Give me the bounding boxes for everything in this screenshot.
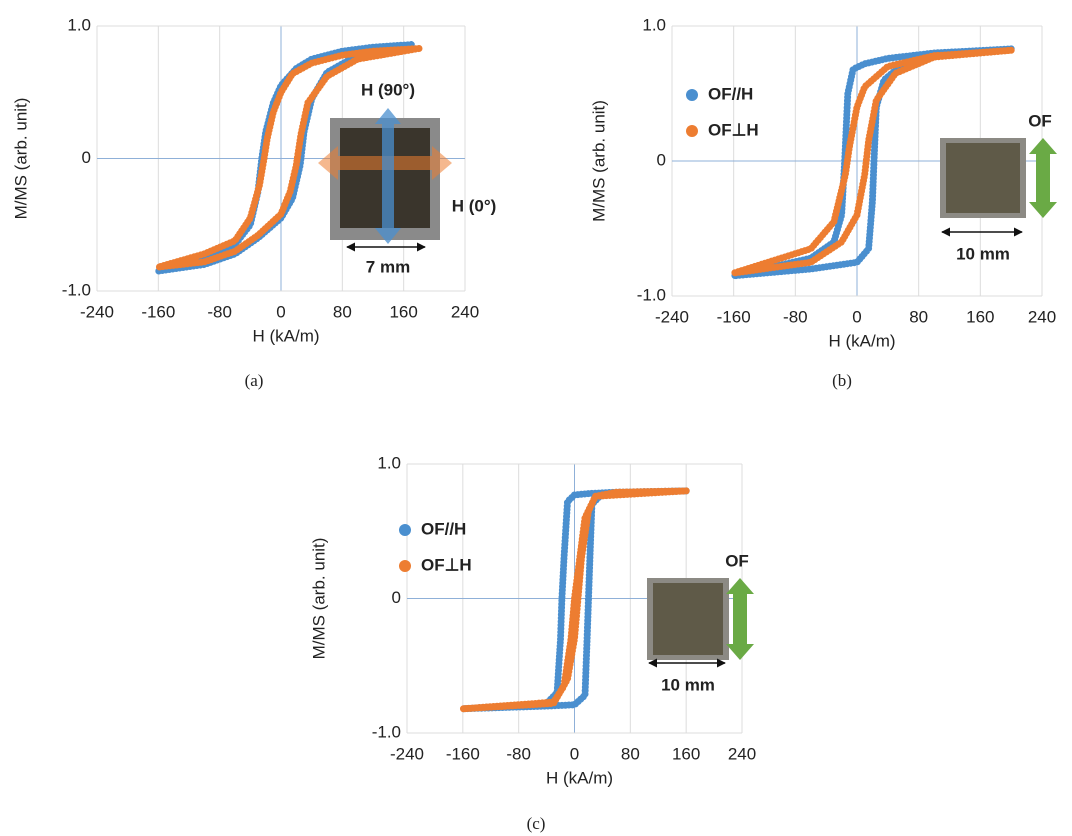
y-tick-label: 1.0 — [67, 15, 91, 34]
x-tick-label: 240 — [451, 302, 479, 321]
y-tick-label: 0 — [392, 588, 401, 607]
x-tick-label: -80 — [506, 744, 531, 763]
annotation: OF — [725, 551, 749, 570]
of-arrow — [1029, 138, 1057, 218]
annotation: H (90°) — [361, 80, 415, 99]
y-tick-label: -1.0 — [637, 285, 666, 304]
x-tick-label: 80 — [333, 302, 352, 321]
x-tick-label: -160 — [446, 744, 480, 763]
y-axis-title: M/MS (arb. unit) — [589, 100, 608, 222]
x-tick-label: 160 — [672, 744, 700, 763]
y-tick-label: -1.0 — [62, 280, 91, 299]
x-tick-label: -80 — [207, 302, 232, 321]
arrow-90deg — [375, 108, 401, 244]
y-tick-label: -1.0 — [372, 722, 401, 741]
legend-marker — [399, 524, 411, 536]
legend-marker — [686, 89, 698, 101]
legend-label: OF//H — [708, 84, 753, 103]
x-tick-label: -240 — [80, 302, 114, 321]
legend-label: OF//H — [421, 519, 466, 538]
x-tick-label: 240 — [728, 744, 756, 763]
annotation: H (0°) — [452, 196, 497, 215]
x-tick-label: 80 — [909, 307, 928, 326]
x-tick-label: -80 — [783, 307, 808, 326]
x-tick-label: 160 — [966, 307, 994, 326]
x-axis-title: H (kA/m) — [546, 768, 613, 787]
legend-label: OF⊥H — [708, 120, 759, 139]
x-tick-label: 80 — [621, 744, 640, 763]
annotation: OF — [1028, 111, 1052, 130]
x-axis-title: H (kA/m) — [252, 326, 319, 345]
sample — [653, 583, 723, 655]
caption: (a) — [245, 371, 264, 390]
x-tick-label: -240 — [390, 744, 424, 763]
y-tick-label: 0 — [657, 150, 666, 169]
caption: (b) — [832, 371, 852, 390]
loop-line — [459, 487, 690, 713]
x-tick-label: 160 — [389, 302, 417, 321]
inset: H (90°) H (0°) 7 mm — [318, 80, 496, 276]
inset: OF 10 mm — [647, 551, 754, 694]
of-arrow — [726, 578, 754, 660]
legend-marker — [399, 560, 411, 572]
x-tick-label: -240 — [655, 307, 689, 326]
annotation: 10 mm — [956, 244, 1010, 263]
legend-marker — [686, 125, 698, 137]
x-tick-label: -160 — [717, 307, 751, 326]
x-tick-label: 240 — [1028, 307, 1056, 326]
y-tick-label: 0 — [82, 148, 91, 167]
annotation: 7 mm — [366, 257, 410, 276]
x-tick-label: 0 — [570, 744, 579, 763]
y-axis-title: M/MS (arb. unit) — [309, 538, 328, 660]
loop-line — [730, 46, 1015, 277]
sample — [946, 143, 1020, 213]
x-axis-title: H (kA/m) — [828, 331, 895, 350]
y-tick-label: 1.0 — [642, 15, 666, 34]
annotation: 10 mm — [661, 675, 715, 694]
x-tick-label: -160 — [141, 302, 175, 321]
loop-line — [154, 45, 423, 271]
x-tick-label: 0 — [852, 307, 861, 326]
inset: OF 10 mm — [940, 111, 1057, 263]
y-axis-title: M/MS (arb. unit) — [11, 98, 30, 220]
caption: (c) — [527, 814, 546, 833]
x-tick-label: 0 — [276, 302, 285, 321]
y-tick-label: 1.0 — [377, 453, 401, 472]
legend-label: OF⊥H — [421, 555, 472, 574]
